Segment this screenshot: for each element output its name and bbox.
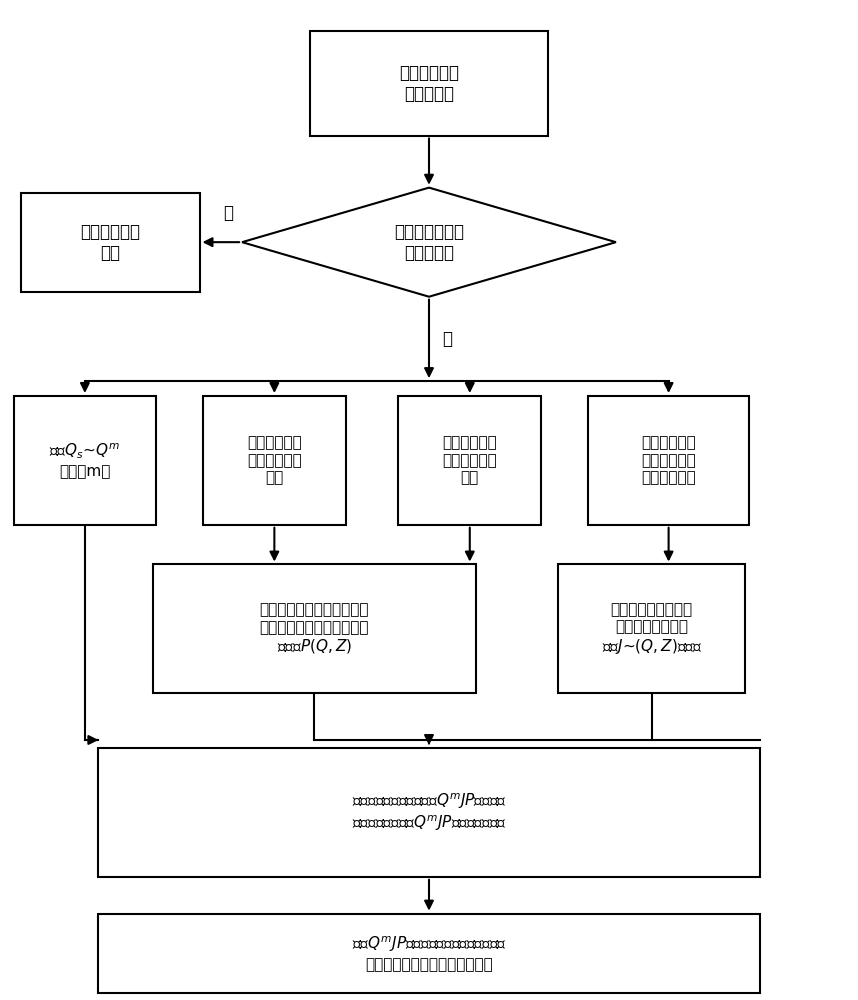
Text: 计算各级流量水位组合下$Q^m$$JP$值，在半
对数坐标系内绘制$Q^m$$JP$分布密度等值线: 计算各级流量水位组合下$Q^m$$JP$值，在半 对数坐标系内绘制$Q^m$$J… [352, 791, 506, 833]
Text: 以流量和水位为双参数，统
计不同组合下的水文条件出
现频率$P(Q,Z)$: 以流量和水位为双参数，统 计不同组合下的水文条件出 现频率$P(Q,Z)$ [259, 602, 369, 655]
FancyBboxPatch shape [98, 748, 760, 877]
Text: 否: 否 [224, 204, 233, 222]
Text: 统计出口站水
位，确定算术
间隔: 统计出口站水 位，确定算术 间隔 [443, 435, 497, 485]
FancyBboxPatch shape [21, 193, 200, 292]
FancyBboxPatch shape [588, 396, 749, 525]
Text: 统计进口站流
量，确定对数
间隔: 统计进口站流 量，确定对数 间隔 [247, 435, 302, 485]
Text: 是: 是 [442, 330, 452, 348]
Text: 确定$Q_s$~$Q^m$
的指数m值: 确定$Q_s$~$Q^m$ 的指数m值 [49, 442, 120, 479]
FancyBboxPatch shape [153, 564, 475, 693]
FancyBboxPatch shape [398, 396, 541, 525]
Polygon shape [242, 188, 616, 297]
Text: 无法确定造床
流量: 无法确定造床 流量 [81, 223, 141, 262]
Text: 用进出口测站
日均水位，计
算河段内比降: 用进出口测站 日均水位，计 算河段内比降 [641, 435, 696, 485]
Text: 河段进出口测
站水文资料: 河段进出口测 站水文资料 [399, 64, 459, 103]
FancyBboxPatch shape [98, 914, 760, 993]
Text: 以出口水位为参数，
统计拟合比降流量
关系$J$~$(Q,Z)$曲线族: 以出口水位为参数， 统计拟合比降流量 关系$J$~$(Q,Z)$曲线族 [601, 602, 702, 656]
Text: 检验进口站水沙
系列稳定性: 检验进口站水沙 系列稳定性 [394, 223, 464, 262]
FancyBboxPatch shape [203, 396, 346, 525]
FancyBboxPatch shape [14, 396, 156, 525]
Text: 根据$Q^m$$JP$分布密度，查找极值点，得到
造床强度最大的流量与水位组合: 根据$Q^m$$JP$分布密度，查找极值点，得到 造床强度最大的流量与水位组合 [352, 935, 506, 972]
FancyBboxPatch shape [310, 31, 548, 136]
FancyBboxPatch shape [559, 564, 745, 693]
